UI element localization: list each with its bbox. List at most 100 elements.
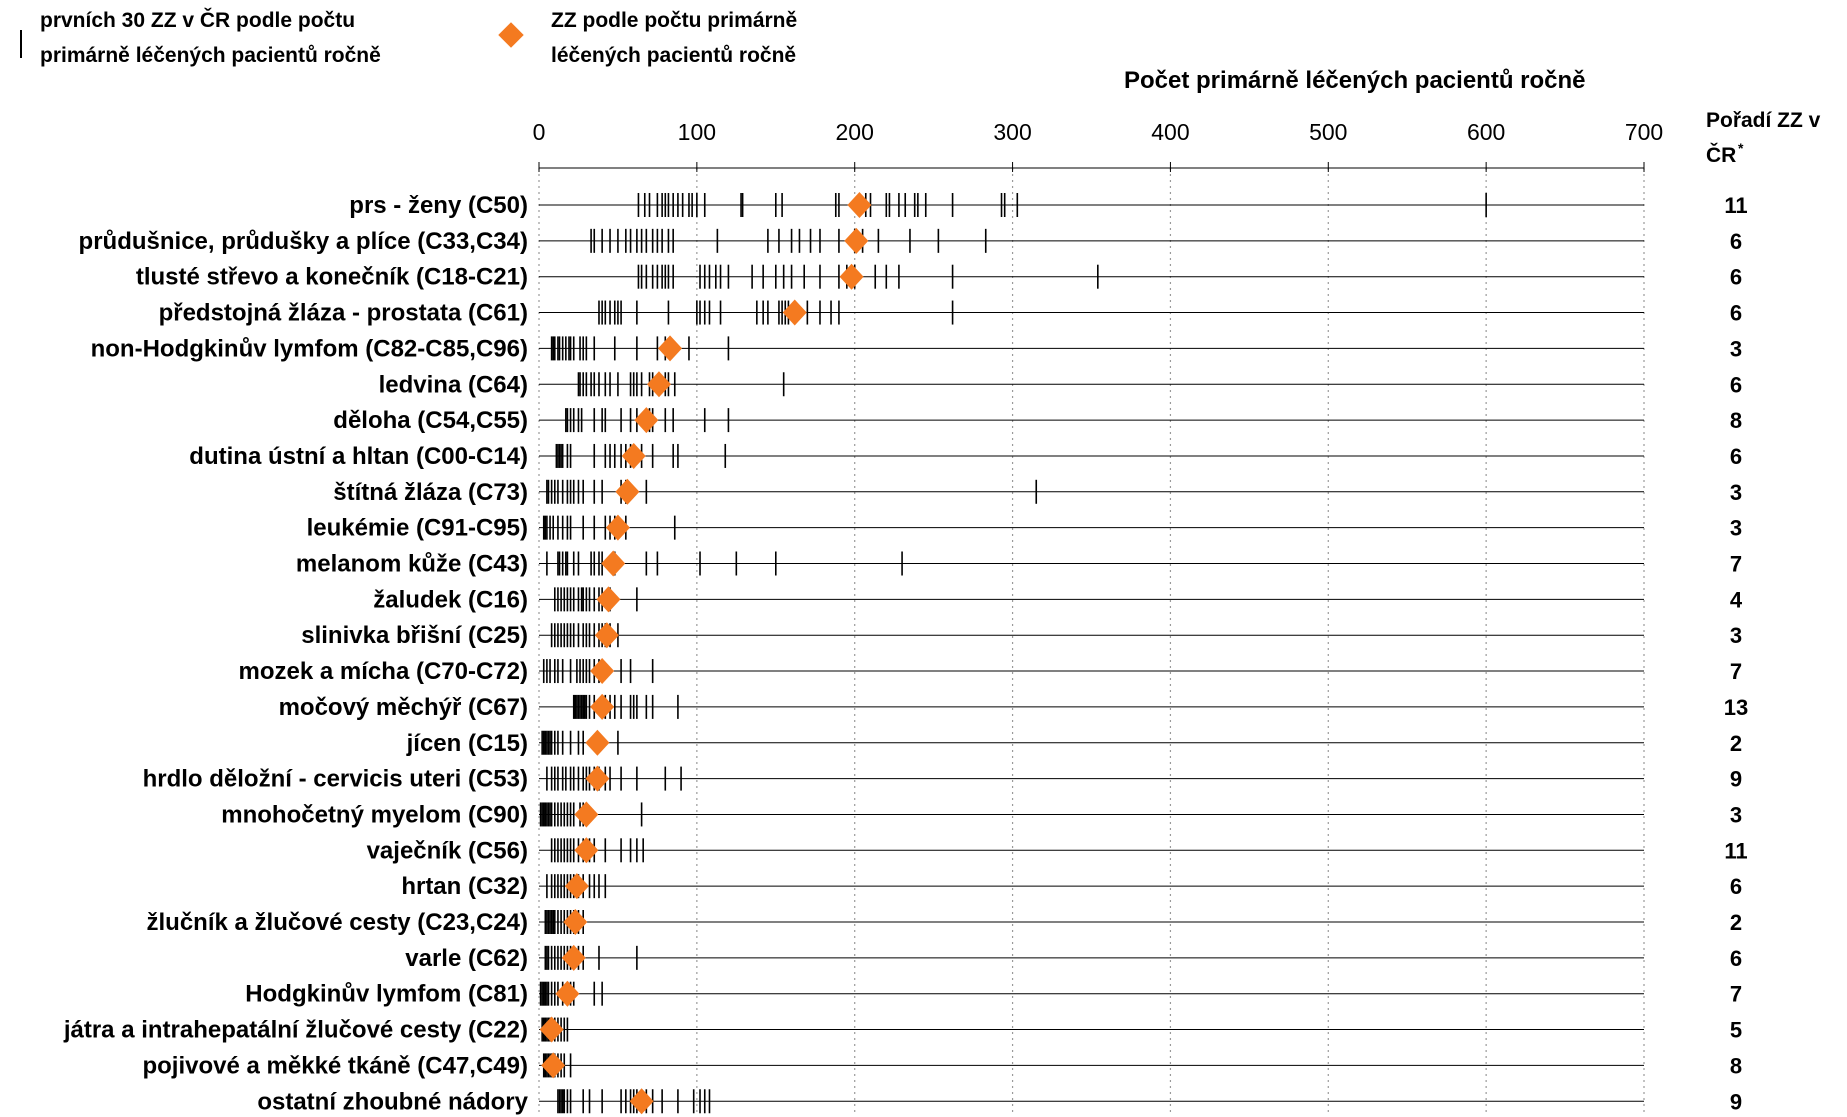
diamond-marker	[601, 550, 626, 577]
chart-row: dutina ústní a hltan (C00-C14) 6	[189, 442, 1742, 470]
chart-row: průdušnice, průdušky a plíce (C33,C34) 6	[79, 227, 1742, 255]
diamond-marker	[574, 801, 599, 828]
category-label: žlučník a žlučové cesty (C23,C24)	[147, 909, 529, 936]
chart-row: ledvina (C64) 6	[379, 371, 1742, 398]
x-tick-label: 200	[836, 119, 874, 145]
legend: prvních 30 ZZ v ČR podle počtu primárně …	[20, 8, 797, 67]
chart-row: hrdlo děložní - cervicis uteri (C53) 9	[143, 765, 1742, 793]
diamond-marker	[585, 729, 610, 756]
rank-value: 6	[1730, 229, 1742, 254]
rank-value: 3	[1730, 480, 1742, 505]
rank-value: 8	[1730, 1053, 1742, 1078]
category-label: průdušnice, průdušky a plíce (C33,C34)	[79, 228, 528, 255]
category-label: jícen (C15)	[406, 730, 528, 757]
rank-value: 6	[1730, 372, 1742, 397]
chart-row: varle (C62) 6	[405, 944, 1742, 972]
rank-value: 9	[1730, 1089, 1742, 1114]
rank-value: 11	[1724, 838, 1747, 863]
diamond-marker	[590, 658, 615, 685]
legend-tick-label-line1: prvních 30 ZZ v ČR podle počtu	[40, 8, 355, 32]
diamond-marker	[564, 873, 589, 900]
chart-row: žaludek (C16) 4	[373, 586, 1743, 613]
diamond-marker	[847, 192, 872, 218]
x-tick-label: 400	[1151, 119, 1189, 145]
diamond-marker	[839, 263, 864, 290]
chart-row: močový měchýř (C67) 13	[279, 693, 1748, 721]
diamond-marker	[621, 442, 646, 469]
rank-value: 3	[1730, 336, 1742, 361]
plot-rows: prs - ženy (C50) 11 průdušnice, průdušky a…	[63, 192, 1748, 1115]
rank-value: 7	[1730, 982, 1742, 1007]
rank-value: 5	[1730, 1018, 1742, 1043]
rank-value: 6	[1730, 444, 1742, 469]
category-label: varle (C62)	[405, 945, 528, 972]
chart-row: jícen (C15) 2	[406, 729, 1742, 757]
x-tick-label: 100	[678, 119, 716, 145]
diamond-marker	[563, 909, 588, 935]
category-label: ledvina (C64)	[379, 371, 528, 398]
legend-tick-label-line2: primárně léčených pacientů ročně	[40, 44, 381, 67]
diamond-marker	[658, 335, 683, 362]
category-label: tlusté střevo a konečník (C18-C21)	[136, 264, 528, 291]
rank-value: 11	[1724, 193, 1747, 218]
x-tick-label: 500	[1309, 119, 1347, 145]
category-label: močový měchýř (C67)	[279, 694, 528, 721]
rank-value: 13	[1724, 695, 1748, 720]
category-label: pojivové a měkké tkáně (C47,C49)	[142, 1052, 528, 1079]
chart-row: prs - ženy (C50) 11	[349, 192, 1748, 219]
x-axis: 0 100 200 300 400 500 600 700	[533, 119, 1663, 172]
chart-row: leukémie (C91-C95) 3	[307, 514, 1742, 542]
rank-value: 3	[1730, 516, 1742, 541]
legend-diamond-symbol	[498, 22, 524, 48]
diamond-marker	[590, 693, 615, 720]
rank-header-line1: Pořadí ZZ v	[1706, 109, 1821, 132]
x-tick-label: 300	[993, 119, 1031, 145]
category-label: dutina ústní a hltan (C00-C14)	[189, 443, 528, 470]
x-tick-label: 600	[1467, 119, 1505, 145]
chart-row: štítná žláza (C73) 3	[333, 478, 1742, 506]
x-tick-label: 700	[1625, 119, 1663, 145]
category-label: játra a intrahepatální žlučové cesty (C2…	[63, 1017, 528, 1044]
rank-value: 6	[1730, 265, 1742, 290]
rank-value: 6	[1730, 301, 1742, 326]
chart-row: hrtan (C32) 6	[401, 873, 1742, 900]
category-label: mnohočetný myelom (C90)	[221, 801, 528, 828]
rank-header-marker: *	[1738, 140, 1744, 156]
category-label: Hodgkinův lymfom (C81)	[245, 981, 528, 1008]
rank-value: 3	[1730, 623, 1742, 648]
diamond-marker	[561, 944, 586, 971]
diamond-marker	[634, 407, 659, 434]
category-label: leukémie (C91-C95)	[307, 515, 528, 542]
diamond-marker	[629, 1088, 654, 1115]
category-label: děloha (C54,C55)	[333, 407, 528, 434]
chart-row: ostatní zhoubné nádory 9	[257, 1088, 1742, 1115]
diamond-marker	[594, 622, 619, 649]
legend-diamond-label-line2: léčených pacientů ročně	[551, 44, 796, 67]
chart-row: játra a intrahepatální žlučové cesty (C2…	[63, 1016, 1742, 1044]
category-label: vaječník (C56)	[367, 837, 528, 864]
category-label: štítná žláza (C73)	[333, 479, 528, 506]
rank-header-line2: ČR	[1706, 143, 1736, 167]
diamond-marker	[541, 1052, 566, 1079]
rank-value: 8	[1730, 408, 1742, 433]
chart-row: tlusté střevo a konečník (C18-C21) 6	[136, 263, 1742, 291]
category-label: předstojná žláza - prostata (C61)	[159, 300, 528, 327]
category-label: melanom kůže (C43)	[296, 551, 528, 578]
rank-value: 4	[1730, 587, 1743, 612]
rank-value: 6	[1730, 874, 1742, 899]
category-label: ostatní zhoubné nádory	[257, 1088, 528, 1115]
chart-row: Hodgkinův lymfom (C81) 7	[245, 980, 1742, 1008]
x-axis-title: Počet primárně léčených pacientů ročně	[1124, 67, 1586, 94]
diamond-marker	[574, 837, 599, 864]
rank-value: 7	[1730, 552, 1742, 577]
rank-value: 9	[1730, 767, 1742, 792]
category-label: žaludek (C16)	[373, 586, 528, 613]
chart-row: mozek a mícha (C70-C72) 7	[239, 658, 1742, 685]
grid-lines	[538, 168, 1645, 1116]
chart-row: předstojná žláza - prostata (C61) 6	[159, 299, 1742, 327]
diamond-marker	[585, 765, 610, 792]
chart-row: děloha (C54,C55) 8	[333, 407, 1742, 434]
diamond-marker	[539, 1016, 564, 1043]
chart-row: non-Hodgkinův lymfom (C82-C85,C96) 3	[91, 335, 1742, 362]
